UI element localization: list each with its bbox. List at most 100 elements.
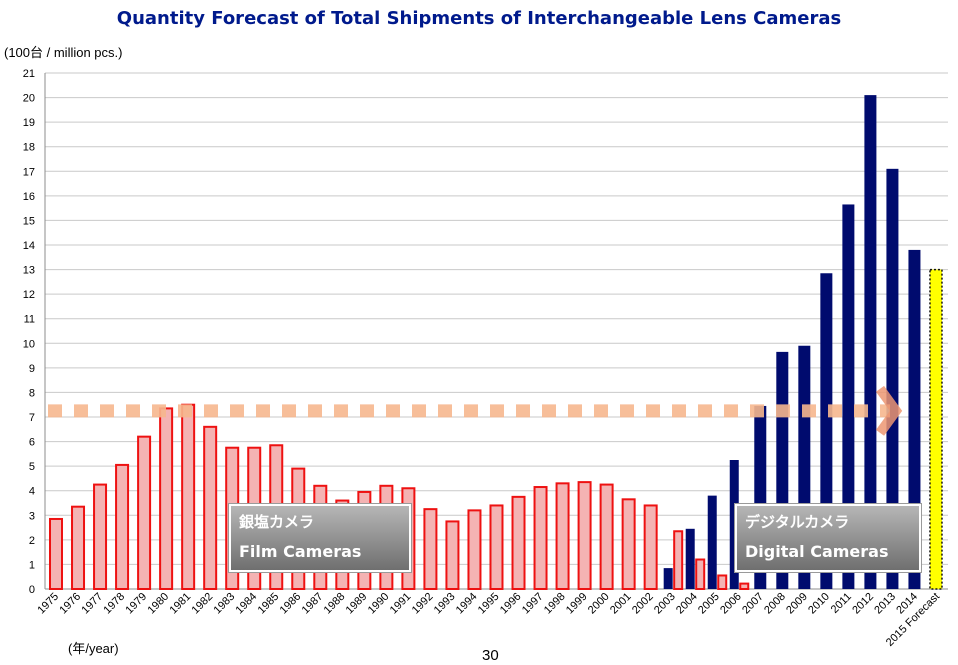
y-tick-4: 4	[29, 486, 35, 498]
y-tick-13: 13	[23, 265, 35, 277]
bar-film-1981	[181, 403, 196, 591]
y-tick-8: 8	[29, 387, 35, 399]
y-tick-1: 1	[29, 559, 35, 571]
reference-dashed-line	[48, 385, 903, 436]
bar-film-2003	[673, 530, 684, 590]
x-tick-2003: 2003	[652, 591, 678, 617]
y-tick-15: 15	[23, 215, 35, 227]
y-tick-6: 6	[29, 437, 35, 449]
y-tick-20: 20	[23, 93, 35, 105]
bar-film-1992	[423, 508, 438, 590]
x-tick-1984: 1984	[234, 591, 260, 617]
x-tick-1992: 1992	[410, 591, 436, 617]
x-tick-1991: 1991	[388, 591, 414, 617]
bar-digital-2011	[842, 204, 855, 589]
bar-film-2004	[695, 558, 706, 590]
y-tick-9: 9	[29, 363, 35, 375]
x-tick-labels: 1975197619771978197919801981198219831984…	[35, 591, 942, 649]
digital-cameras-label-box: デジタルカメラ Digital Cameras	[735, 504, 921, 572]
x-tick-1986: 1986	[278, 591, 304, 617]
y-tick-5: 5	[29, 461, 35, 473]
bar-digital-2013	[886, 168, 899, 590]
bar-digital-2012	[864, 95, 877, 589]
y-axis-unit-label: (100台 / million pcs.)	[4, 45, 123, 60]
bar-film-1997	[533, 486, 548, 590]
y-tick-16: 16	[23, 191, 35, 203]
y-tick-7: 7	[29, 412, 35, 424]
bar-digital-2006	[729, 460, 739, 589]
y-tick-10: 10	[23, 338, 35, 350]
bar-film-1979	[137, 435, 152, 590]
x-tick-1989: 1989	[344, 591, 370, 617]
digital-cameras-label-en: Digital Cameras	[745, 542, 889, 561]
y-tick-0: 0	[29, 584, 35, 596]
y-tick-2: 2	[29, 535, 35, 547]
y-tick-3: 3	[29, 510, 35, 522]
x-tick-2001: 2001	[608, 591, 634, 617]
bar-film-1975	[49, 517, 63, 591]
bar-film-1998	[555, 482, 570, 591]
x-tick-1997: 1997	[520, 591, 546, 617]
x-tick-2000: 2000	[586, 591, 612, 617]
x-tick-1975: 1975	[35, 591, 61, 617]
x-axis-unit-label: (年/year)	[68, 641, 119, 656]
bar-digital-2003	[663, 568, 673, 589]
y-tick-12: 12	[23, 289, 35, 301]
x-tick-1993: 1993	[432, 591, 458, 617]
bar-film-1996	[511, 495, 526, 591]
x-tick-1988: 1988	[322, 591, 348, 617]
x-tick-1996: 1996	[498, 591, 524, 617]
x-tick-1979: 1979	[123, 591, 149, 617]
reference-arrow	[875, 385, 903, 436]
x-tick-1983: 1983	[212, 591, 238, 617]
bar-forecast-2015 Forecast	[929, 268, 943, 590]
y-tick-11: 11	[24, 314, 35, 326]
x-tick-1987: 1987	[300, 591, 326, 617]
bar-film-2000	[599, 483, 614, 591]
x-tick-2004: 2004	[674, 591, 700, 617]
bar-film-1978	[115, 463, 130, 590]
x-tick-2012: 2012	[850, 591, 876, 617]
bar-film-2005	[717, 574, 728, 591]
bar-film-2006	[739, 582, 750, 591]
x-tick-2013: 2013	[872, 591, 898, 617]
bar-film-1977	[93, 483, 108, 591]
x-tick-1999: 1999	[564, 591, 590, 617]
x-tick-2005: 2005	[696, 591, 722, 617]
bar-film-1976	[71, 505, 86, 590]
page-number: 30	[482, 647, 499, 664]
x-tick-2010: 2010	[806, 591, 832, 617]
x-tick-1982: 1982	[190, 591, 216, 617]
bar-film-1999	[577, 481, 592, 590]
bar-digital-2005	[707, 495, 717, 589]
x-tick-1995: 1995	[476, 591, 502, 617]
bar-film-1995	[489, 504, 504, 591]
x-tick-2006: 2006	[718, 591, 744, 617]
bar-film-2002	[643, 504, 658, 591]
y-tick-18: 18	[23, 142, 35, 154]
y-tick-14: 14	[23, 240, 35, 252]
x-tick-1985: 1985	[256, 591, 282, 617]
bar-film-1994	[467, 509, 482, 590]
y-tick-21: 21	[23, 68, 35, 80]
x-tick-1990: 1990	[366, 591, 392, 617]
x-tick-2011: 2011	[829, 591, 854, 616]
bar-digital-2004	[685, 528, 695, 589]
film-cameras-label-en: Film Cameras	[239, 542, 362, 561]
x-tick-1998: 1998	[542, 591, 568, 617]
chart-title: Quantity Forecast of Total Shipments of …	[116, 8, 842, 29]
film-cameras-label-jp: 銀塩カメラ	[239, 513, 315, 531]
bar-film-1980	[159, 407, 174, 590]
bar-film-1993	[445, 520, 460, 591]
x-tick-2007: 2007	[740, 591, 766, 617]
y-tick-19: 19	[23, 117, 35, 129]
x-tick-1977: 1977	[79, 591, 105, 617]
bar-film-1982	[203, 425, 218, 591]
film-cameras-label-box: 銀塩カメラ Film Cameras	[229, 504, 411, 572]
x-tick-1981: 1981	[167, 591, 193, 617]
x-tick-1994: 1994	[454, 591, 480, 617]
y-tick-17: 17	[23, 166, 35, 178]
x-tick-1980: 1980	[145, 591, 171, 617]
